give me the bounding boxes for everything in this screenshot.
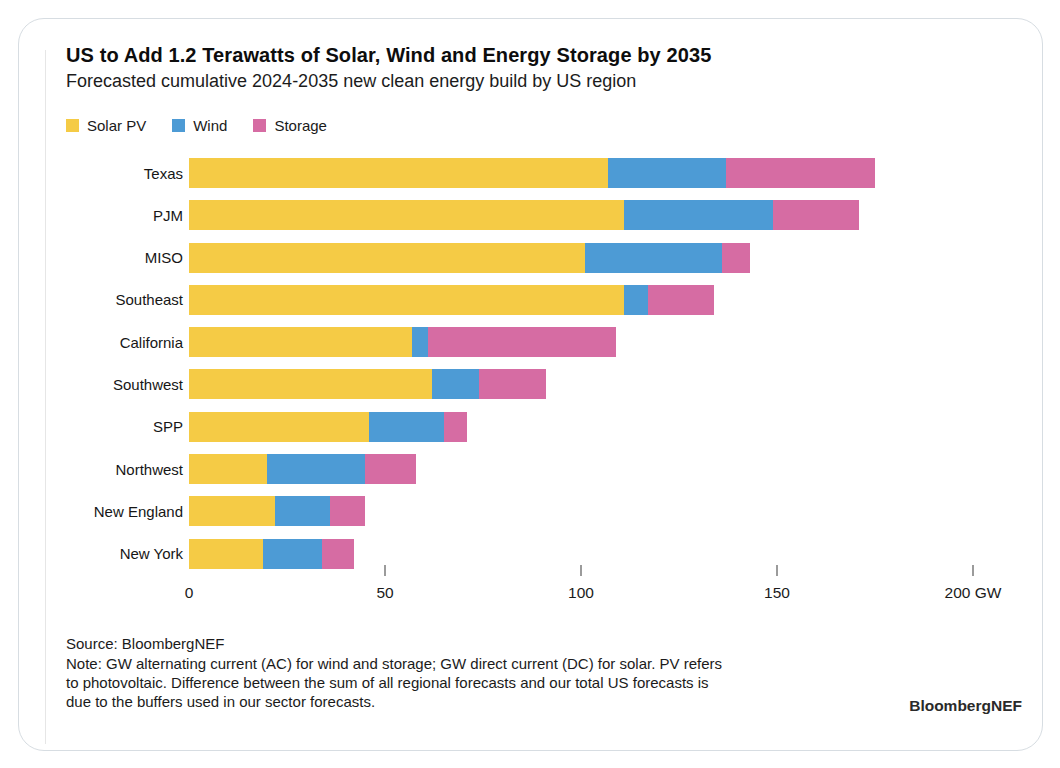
axis-tick-mark [972,565,974,576]
axis-tick-label: 50 [340,584,430,602]
row-label: Southwest [66,376,183,393]
legend-swatch-icon [66,119,79,132]
legend: Solar PV Wind Storage [66,117,327,134]
bar-segment-wind [624,285,648,315]
row-label: Southeast [66,291,183,308]
stacked-bar [189,285,714,315]
legend-label: Storage [274,117,327,134]
legend-item-storage: Storage [253,117,327,134]
bar-segment-storage [726,158,875,188]
row-label: MISO [66,249,183,266]
bar-segment-solar-pv [189,539,263,569]
legend-swatch-icon [253,119,266,132]
left-rule [45,50,46,744]
bar-segment-wind [585,243,722,273]
row-label: Texas [66,165,183,182]
axis-tick-label: 100 [536,584,626,602]
bar-segment-storage [722,243,749,273]
chart-row-new-england: New England [66,496,1006,526]
bar-segment-storage [479,369,546,399]
legend-swatch-icon [172,119,185,132]
legend-label: Solar PV [87,117,146,134]
row-label: PJM [66,207,183,224]
bar-segment-solar-pv [189,158,608,188]
axis-tick-mark [384,565,386,576]
stacked-bar-chart: Texas PJM MISO Southeast California Southwest… [66,158,1006,618]
axis-tick-mark [776,565,778,576]
bar-segment-storage [773,200,859,230]
bar-segment-wind [412,327,428,357]
bar-segment-wind [624,200,773,230]
chart-row-california: California [66,327,1006,357]
stacked-bar [189,496,365,526]
bar-segment-solar-pv [189,412,369,442]
legend-label: Wind [193,117,227,134]
bar-segment-storage [365,454,416,484]
bar-segment-wind [263,539,322,569]
row-label: New York [66,545,183,562]
chart-row-pjm: PJM [66,200,1006,230]
row-label: California [66,334,183,351]
bar-segment-wind [432,369,479,399]
bar-segment-wind [275,496,330,526]
chart-row-miso: MISO [66,243,1006,273]
bar-segment-solar-pv [189,327,412,357]
axis-tick-label: 150 [732,584,822,602]
bar-segment-storage [322,539,353,569]
row-label: New England [66,503,183,520]
stacked-bar [189,539,354,569]
stacked-bar [189,369,546,399]
bar-segment-solar-pv [189,285,624,315]
bar-segment-solar-pv [189,243,585,273]
source-text: Source: BloombergNEF [66,635,224,652]
stacked-bar [189,327,616,357]
legend-item-solar-pv: Solar PV [66,117,146,134]
bar-segment-solar-pv [189,496,275,526]
bar-segment-wind [369,412,443,442]
bar-segment-solar-pv [189,200,624,230]
axis-tick-label: 0 [144,584,234,602]
bar-segment-wind [608,158,726,188]
chart-row-southwest: Southwest [66,369,1006,399]
stacked-bar [189,454,416,484]
stacked-bar [189,200,859,230]
bloombergnef-logo: BloombergNEF [909,697,1022,715]
bar-segment-storage [428,327,616,357]
row-label: Northwest [66,461,183,478]
stacked-bar [189,243,750,273]
bar-rows: Texas PJM MISO Southeast California Southwest… [66,158,1006,569]
bar-segment-storage [444,412,468,442]
bar-segment-solar-pv [189,369,432,399]
chart-row-new-york: New York [66,539,1006,569]
legend-item-wind: Wind [172,117,227,134]
chart-row-northwest: Northwest [66,454,1006,484]
bar-segment-wind [267,454,365,484]
chart-row-southeast: Southeast [66,285,1006,315]
bar-segment-storage [648,285,715,315]
chart-title: US to Add 1.2 Terawatts of Solar, Wind a… [66,44,711,67]
bar-segment-solar-pv [189,454,267,484]
chart-row-spp: SPP [66,412,1006,442]
stacked-bar [189,412,467,442]
stacked-bar [189,158,875,188]
bar-segment-storage [330,496,365,526]
axis-tick-mark [580,565,582,576]
chart-subtitle: Forecasted cumulative 2024-2035 new clea… [66,71,636,92]
row-label: SPP [66,418,183,435]
chart-row-texas: Texas [66,158,1006,188]
note-text: Note: GW alternating current (AC) for wi… [66,654,911,711]
axis-tick-label: 200 GW [928,584,1018,602]
